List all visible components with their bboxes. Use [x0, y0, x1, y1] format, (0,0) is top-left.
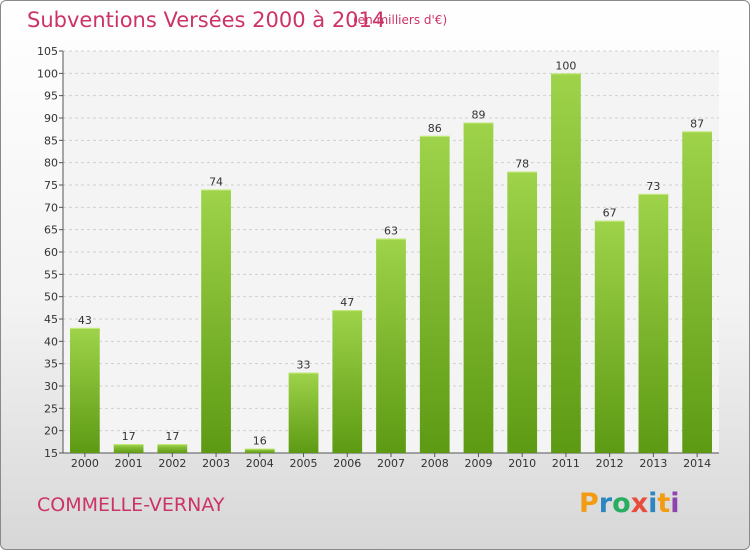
chart-title: Subventions Versées 2000 à 2014	[27, 8, 386, 32]
y-tick-label: 105	[37, 45, 58, 58]
y-tick-label: 40	[44, 335, 58, 348]
bar-value-label: 89	[471, 108, 485, 121]
y-tick-label: 70	[44, 201, 58, 214]
x-tick-label: 2005	[290, 457, 318, 470]
bar	[551, 73, 581, 453]
y-tick-label: 30	[44, 380, 58, 393]
y-tick-label: 15	[44, 447, 58, 460]
x-tick-label: 2003	[202, 457, 230, 470]
logo-letter: i	[670, 488, 680, 519]
bar-value-label: 63	[384, 225, 398, 238]
y-tick-label: 85	[44, 134, 58, 147]
y-tick-label: 50	[44, 291, 58, 304]
bar-value-label: 78	[515, 158, 529, 171]
bar-value-label: 33	[297, 359, 311, 372]
x-tick-label: 2007	[377, 457, 405, 470]
x-tick-label: 2014	[683, 457, 711, 470]
bar-value-label: 16	[253, 435, 267, 448]
bar-value-label: 100	[555, 59, 576, 72]
y-tick-label: 80	[44, 157, 58, 170]
bar	[507, 171, 538, 453]
y-tick-label: 75	[44, 179, 58, 192]
bar	[419, 135, 450, 453]
logo-letter: i	[648, 488, 658, 519]
y-tick-label: 20	[44, 425, 58, 438]
y-tick-label: 95	[44, 90, 58, 103]
bar-value-label: 74	[209, 175, 223, 188]
logo-letter: o	[612, 488, 631, 519]
bar-value-label: 17	[165, 430, 179, 443]
bar-value-label: 87	[690, 117, 704, 130]
x-tick-label: 2013	[639, 457, 667, 470]
x-tick-label: 2006	[333, 457, 361, 470]
bar	[288, 372, 319, 453]
x-tick-label: 2000	[71, 457, 99, 470]
chart-subtitle: (en milliers d'€)	[353, 13, 448, 27]
y-tick-label: 100	[37, 67, 58, 80]
bar-value-label: 67	[603, 207, 617, 220]
x-tick-label: 2004	[246, 457, 274, 470]
x-tick-label: 2011	[552, 457, 580, 470]
bar	[594, 220, 625, 453]
bar-value-label: 43	[78, 314, 92, 327]
y-tick-label: 25	[44, 402, 58, 415]
logo-letter: t	[657, 488, 671, 519]
bar-value-label: 73	[646, 180, 660, 193]
bar-value-label: 86	[428, 122, 442, 135]
x-tick-label: 2012	[596, 457, 624, 470]
bar	[376, 238, 406, 453]
x-tick-label: 2001	[115, 457, 143, 470]
x-tick-label: 2009	[464, 457, 492, 470]
logo-letter: P	[579, 488, 599, 519]
y-tick-label: 45	[44, 313, 58, 326]
bar	[201, 189, 231, 453]
x-tick-label: 2010	[508, 457, 536, 470]
y-tick-label: 60	[44, 246, 58, 259]
bar	[69, 327, 100, 453]
bar	[157, 444, 188, 453]
proxiti-logo[interactable]: Proxiti	[579, 488, 680, 519]
y-tick-label: 35	[44, 358, 58, 371]
x-tick-label: 2008	[421, 457, 449, 470]
y-tick-label: 65	[44, 224, 58, 237]
bar	[244, 448, 275, 453]
logo-letter: r	[598, 488, 613, 519]
bar	[463, 122, 494, 453]
bar	[682, 131, 713, 453]
x-tick-label: 2002	[158, 457, 186, 470]
bar	[332, 310, 363, 453]
bar-value-label: 47	[340, 296, 354, 309]
commune-name: COMMELLE-VERNAY	[37, 494, 225, 516]
bar	[638, 193, 669, 453]
bar	[113, 444, 144, 453]
bar-value-label: 17	[122, 430, 136, 443]
y-tick-label: 55	[44, 268, 58, 281]
logo-letter: x	[630, 488, 649, 519]
y-tick-label: 90	[44, 112, 58, 125]
